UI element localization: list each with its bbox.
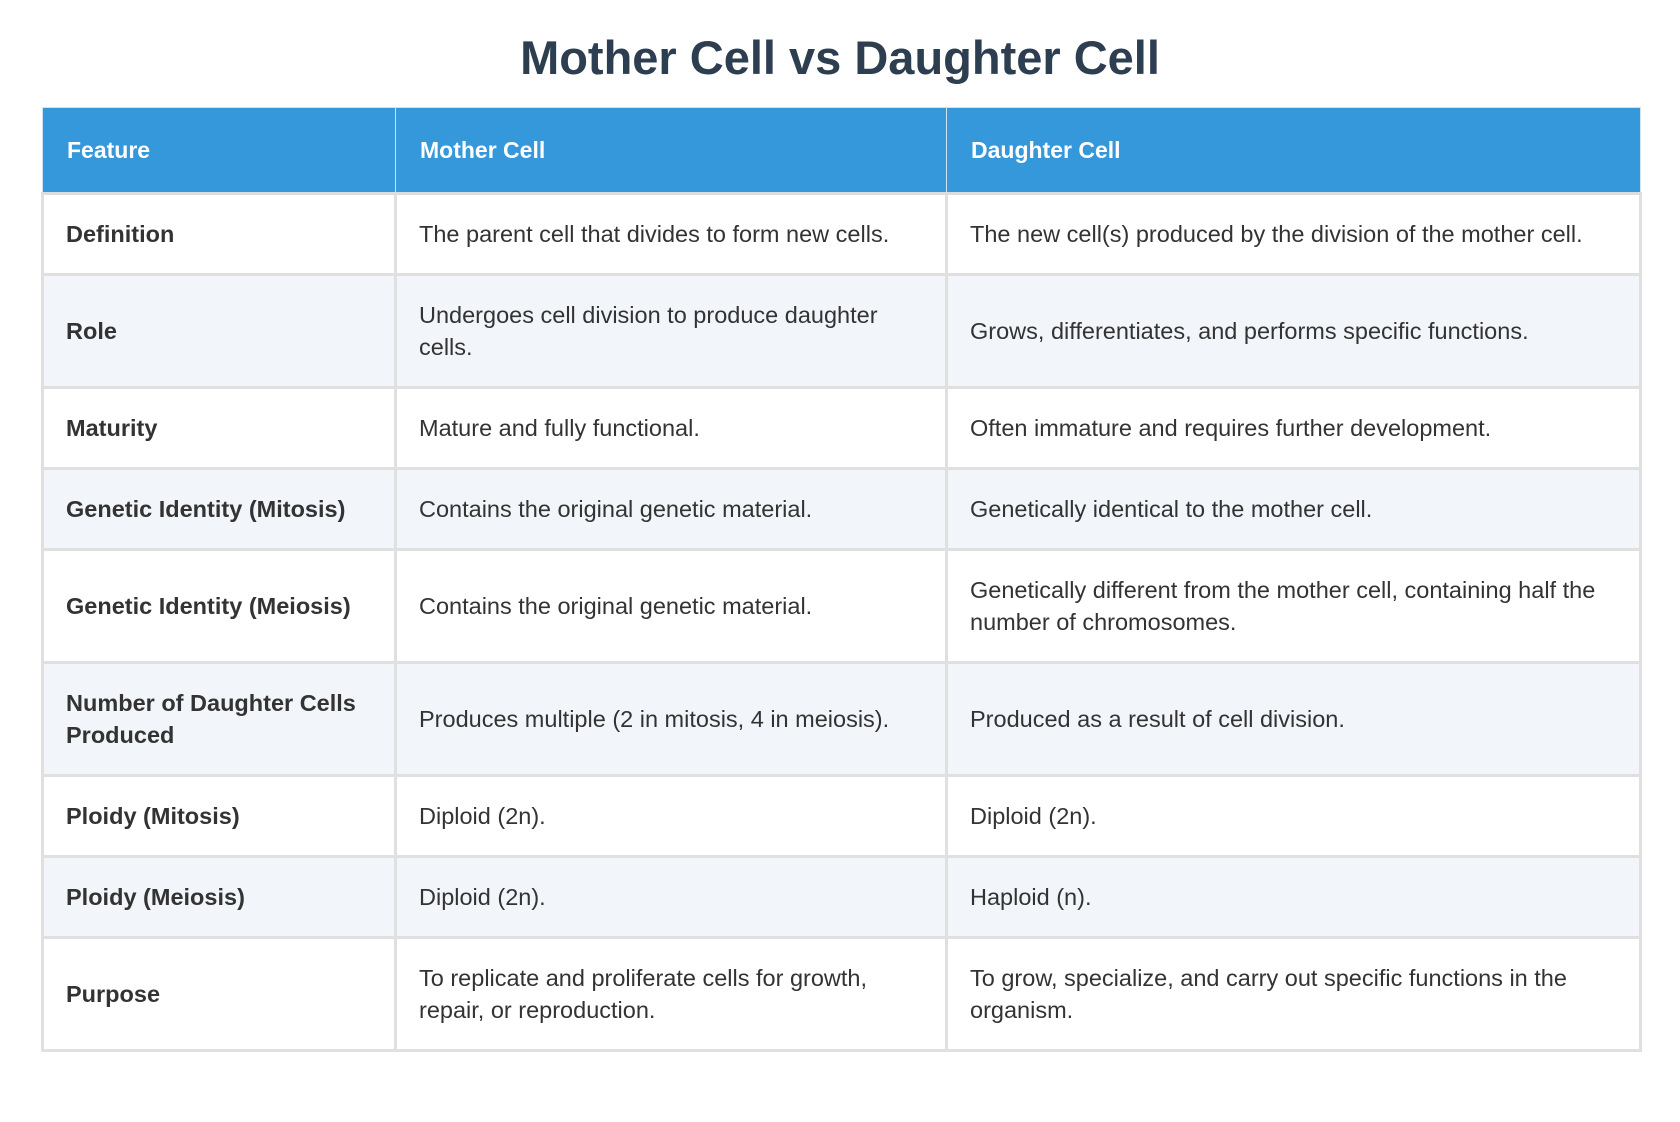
table-row: Ploidy (Meiosis) Diploid (2n). Haploid (n)… [41,855,1642,939]
daughter-cell-value: Diploid (2n). [945,774,1642,858]
mother-cell-value: Contains the original genetic material. [394,548,948,664]
daughter-cell-value: Grows, differentiates, and performs spec… [945,273,1642,389]
daughter-cell-value: Haploid (n). [945,855,1642,939]
table-row: Genetic Identity (Meiosis) Contains the o… [41,548,1642,664]
daughter-cell-value: Produced as a result of cell division. [945,661,1642,777]
feature-cell: Ploidy (Meiosis) [41,855,397,939]
feature-cell: Number of Daughter Cells Produced [41,661,397,777]
comparison-table: Feature Mother Cell Daughter Cell Defini… [41,107,1642,1052]
table-row: Ploidy (Mitosis) Diploid (2n). Diploid (2n… [41,774,1642,858]
table-row: Genetic Identity (Mitosis) Contains the o… [41,467,1642,551]
feature-cell: Genetic Identity (Meiosis) [41,548,397,664]
feature-cell: Ploidy (Mitosis) [41,774,397,858]
mother-cell-value: Diploid (2n). [394,774,948,858]
feature-cell: Purpose [41,936,397,1052]
mother-cell-value: To replicate and proliferate cells for g… [394,936,948,1052]
header-row: Feature Mother Cell Daughter Cell [42,107,1641,195]
daughter-cell-value: Genetically different from the mother ce… [945,548,1642,664]
mother-cell-value: Produces multiple (2 in mitosis, 4 in me… [394,661,948,777]
feature-cell: Role [41,273,397,389]
table-row: Number of Daughter Cells Produced Produce… [41,661,1642,777]
mother-cell-value: Contains the original genetic material. [394,467,948,551]
mother-cell-value: Diploid (2n). [394,855,948,939]
table-row: Role Undergoes cell division to produce d… [41,273,1642,389]
daughter-cell-value: Genetically identical to the mother cell… [945,467,1642,551]
daughter-cell-value: To grow, specialize, and carry out speci… [945,936,1642,1052]
feature-cell: Definition [41,192,397,276]
feature-cell: Maturity [41,386,397,470]
header-feature: Feature [42,107,396,195]
table-row: Purpose To replicate and proliferate cell… [41,936,1642,1052]
daughter-cell-value: Often immature and requires further deve… [945,386,1642,470]
feature-cell: Genetic Identity (Mitosis) [41,467,397,551]
page-title: Mother Cell vs Daughter Cell [520,31,1160,84]
mother-cell-value: Mature and fully functional. [394,386,948,470]
header-mother-cell: Mother Cell [395,107,947,195]
mother-cell-value: The parent cell that divides to form new… [394,192,948,276]
daughter-cell-value: The new cell(s) produced by the division… [945,192,1642,276]
header-daughter-cell: Daughter Cell [946,107,1641,195]
table-row: Definition The parent cell that divides t… [41,192,1642,276]
mother-cell-value: Undergoes cell division to produce daugh… [394,273,948,389]
table-row: Maturity Mature and fully functional. Ofte… [41,386,1642,470]
